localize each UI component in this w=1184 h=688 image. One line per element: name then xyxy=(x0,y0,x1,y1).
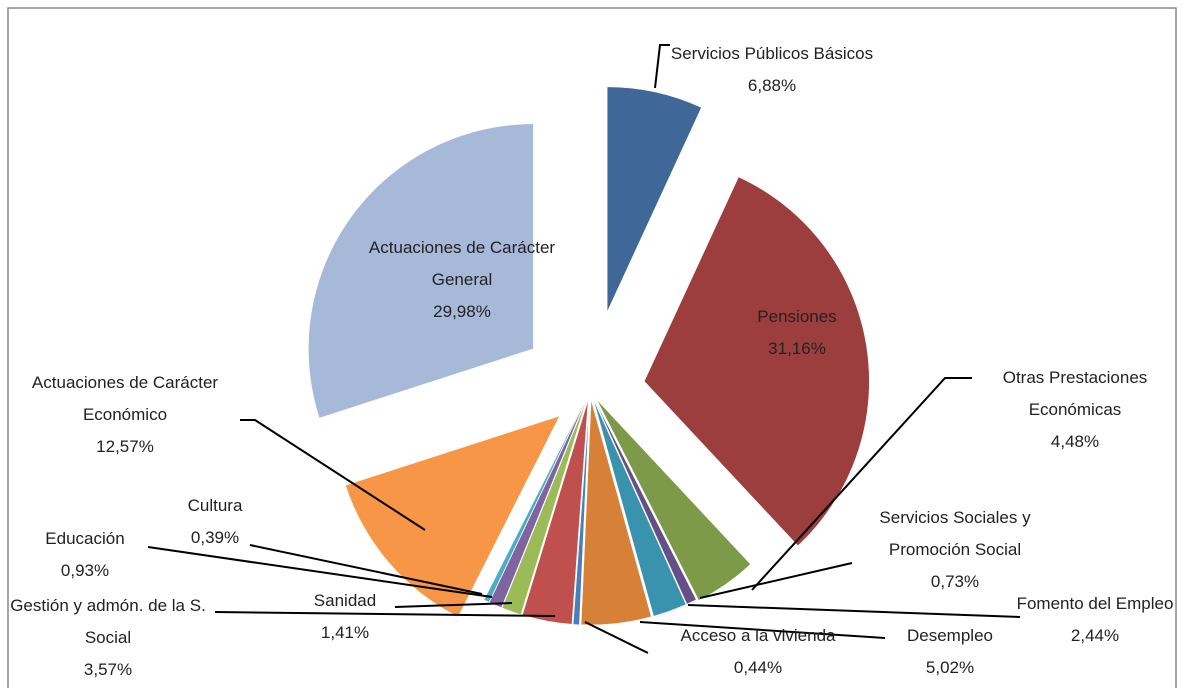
slice-label: Fomento del Empleo 2,44% xyxy=(1015,588,1175,652)
slice-label: Educación 0,93% xyxy=(20,523,150,587)
pie-slice xyxy=(483,398,586,603)
value-label: 0,44% xyxy=(733,658,783,677)
leader-line xyxy=(687,604,1021,618)
category-name: Pensiones xyxy=(757,307,837,326)
category-name: Desempleo xyxy=(907,626,993,645)
slice-label: Cultura 0,39% xyxy=(160,490,270,554)
value-label: 4,48% xyxy=(1050,432,1100,451)
leader-line xyxy=(751,377,972,591)
category-name: Educación xyxy=(45,529,125,548)
value-label: 6,88% xyxy=(747,76,797,95)
pie-slice xyxy=(572,399,590,626)
category-name: Cultura xyxy=(187,496,243,515)
leader-line xyxy=(654,44,670,89)
leader-line xyxy=(249,544,483,595)
category-name: Acceso a la vivienda xyxy=(680,626,836,645)
pie-slice xyxy=(593,399,687,617)
slice-label: Actuaciones de Carácter Económico 12,57% xyxy=(5,367,245,463)
slice-label: Desempleo 5,02% xyxy=(880,620,1020,684)
category-name: Fomento del Empleo xyxy=(1016,594,1174,613)
pie-slice xyxy=(580,399,652,626)
frame xyxy=(7,7,1177,688)
pie-slice xyxy=(644,176,870,547)
leader-line xyxy=(639,621,886,639)
pie-slice xyxy=(596,399,751,601)
category-name: Servicios Sociales y Promoción Social xyxy=(879,508,1031,559)
category-name: Servicios Públicos Básicos xyxy=(670,44,874,63)
category-name: Gestión y admón. de la S. Social xyxy=(10,596,206,647)
pie-slice xyxy=(594,398,697,605)
slice-label: Pensiones 31,16% xyxy=(732,301,862,365)
value-label: 0,93% xyxy=(60,561,110,580)
category-name: Sanidad xyxy=(313,591,377,610)
leader-line xyxy=(214,611,556,617)
value-label: 5,02% xyxy=(925,658,975,677)
leader-line xyxy=(584,621,649,654)
slice-label: Gestión y admón. de la S. Social 3,57% xyxy=(8,590,208,686)
leader-line xyxy=(147,546,493,598)
value-label: 12,57% xyxy=(96,437,154,456)
pie-slice xyxy=(308,123,534,419)
slice-label: Servicios Sociales y Promoción Social 0,7… xyxy=(840,502,1070,598)
leader-line xyxy=(699,562,853,599)
value-label: 3,57% xyxy=(83,660,133,679)
slice-label: Sanidad 1,41% xyxy=(295,585,395,649)
leader-line xyxy=(240,419,426,531)
category-name: Otras Prestaciones Económicas xyxy=(1002,368,1148,419)
pie-slice xyxy=(345,415,561,618)
slice-label: Actuaciones de Carácter General 29,98% xyxy=(367,232,557,328)
category-name: Actuaciones de Carácter General xyxy=(368,238,556,289)
value-label: 0,73% xyxy=(930,572,980,591)
value-label: 0,39% xyxy=(190,528,240,547)
slice-label: Otras Prestaciones Económicas 4,48% xyxy=(960,362,1184,458)
leader-line xyxy=(394,602,513,608)
value-label: 2,44% xyxy=(1070,626,1120,645)
value-label: 31,16% xyxy=(768,339,826,358)
slice-label: Servicios Públicos Básicos 6,88% xyxy=(662,38,882,102)
value-label: 1,41% xyxy=(320,623,370,642)
pie-slice xyxy=(606,86,702,312)
value-label: 29,98% xyxy=(433,302,491,321)
category-name: Actuaciones de Carácter Económico xyxy=(31,373,219,424)
pie-slice xyxy=(489,399,587,608)
slice-label: Acceso a la vivienda 0,44% xyxy=(648,620,868,684)
